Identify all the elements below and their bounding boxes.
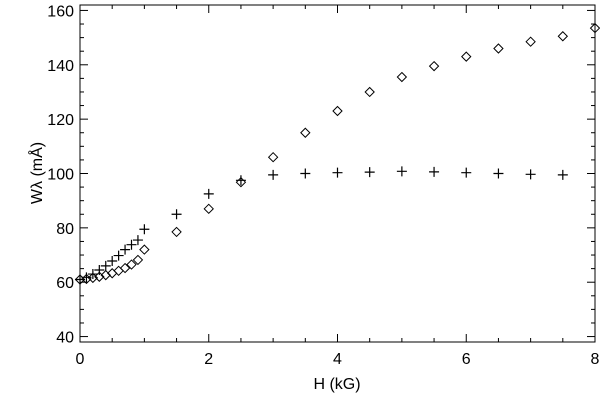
diamond-point	[267, 151, 279, 163]
y-axis-title: Wλ (mÅ)	[27, 142, 46, 204]
diamond-point	[126, 259, 137, 270]
x-tick-label: 6	[462, 351, 471, 368]
diamond-point	[493, 43, 504, 54]
markers	[74, 22, 600, 285]
diamond-point	[428, 60, 440, 72]
plus-point	[100, 260, 111, 271]
diamond-point	[396, 71, 408, 83]
plus-point	[300, 168, 311, 179]
plus-point	[203, 188, 214, 199]
diamond-point	[332, 105, 343, 117]
plus-point	[364, 167, 375, 178]
x-tick-label: 8	[591, 351, 600, 368]
plus-point	[126, 239, 137, 250]
plus-point	[107, 256, 118, 267]
diamond-point	[94, 271, 105, 282]
plus-point	[429, 166, 440, 177]
y-tick-label: 80	[56, 221, 74, 238]
x-tick-label: 4	[333, 351, 342, 368]
plus-point	[81, 272, 92, 283]
plus-point	[171, 209, 182, 220]
plus-point	[525, 169, 536, 180]
y-tick-label: 160	[47, 3, 74, 20]
y-tick-label: 140	[47, 58, 74, 75]
y-tick-label: 60	[56, 275, 74, 292]
plus-point	[557, 169, 568, 180]
diamond-point	[557, 31, 569, 42]
diamond-point	[171, 226, 182, 238]
plus-point	[139, 224, 150, 235]
diamond-point	[139, 244, 150, 255]
plus-point	[75, 274, 85, 285]
y-tick-label: 120	[47, 112, 74, 129]
diamond-point	[461, 51, 472, 62]
y-tick-label: 40	[56, 330, 74, 347]
x-tick-label: 2	[204, 351, 213, 368]
diamond-point	[525, 36, 536, 47]
diamond-point	[132, 254, 144, 266]
plus-point	[120, 244, 131, 255]
plus-point	[493, 168, 504, 179]
diamond-point	[203, 203, 214, 215]
plus-point	[113, 250, 124, 261]
plus-point	[268, 169, 279, 180]
y-axis: 40 60 80 100 120 140 160	[47, 3, 595, 347]
plus-point	[461, 167, 472, 178]
plus-point	[94, 264, 105, 275]
plus-point	[87, 269, 98, 280]
x-axis: 0 2 4 6 8	[76, 5, 600, 368]
x-axis-title: H (kG)	[313, 376, 360, 393]
diamond-point	[589, 22, 600, 34]
plus-point	[332, 167, 343, 178]
plus-point	[235, 175, 246, 186]
diamond-point	[300, 127, 311, 138]
y-tick-label: 100	[47, 167, 74, 184]
plus-point	[132, 235, 143, 246]
x-tick-label: 0	[76, 351, 85, 368]
diamond-point	[364, 86, 375, 98]
diamond-point	[119, 262, 131, 274]
plus-point	[396, 166, 407, 177]
